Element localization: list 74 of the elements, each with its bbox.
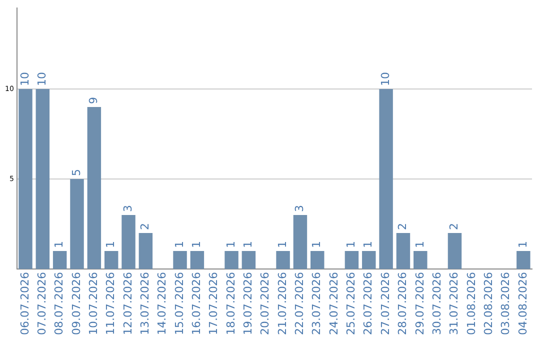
bar — [224, 251, 238, 270]
x-tick-label: 27.07.2026 — [378, 272, 392, 336]
data-label: 1 — [310, 241, 324, 248]
x-tick-label: 24.07.2026 — [327, 272, 340, 336]
data-label: 2 — [138, 223, 152, 230]
data-label: 1 — [104, 241, 118, 248]
bar — [70, 179, 84, 270]
bar — [242, 251, 256, 270]
bar — [87, 107, 102, 270]
x-tick-label: 29.07.2026 — [413, 272, 426, 336]
x-tick-label: 25.07.2026 — [344, 272, 358, 336]
data-label: 1 — [516, 241, 530, 248]
x-tick-label: 23.07.2026 — [310, 272, 324, 336]
x-tick-label: 31.07.2026 — [448, 272, 461, 336]
bar — [104, 251, 118, 270]
x-tick-label: 08.07.2026 — [52, 272, 66, 336]
data-label: 1 — [413, 241, 426, 248]
data-label: 1 — [242, 241, 255, 248]
bar — [362, 251, 376, 270]
bar — [276, 251, 290, 270]
x-tick-label: 21.07.2026 — [276, 272, 289, 336]
x-tick-label: 26.07.2026 — [362, 272, 375, 336]
x-tick-label: 18.07.2026 — [224, 272, 238, 336]
bar — [173, 251, 187, 270]
x-tick-label: 22.07.2026 — [293, 272, 306, 336]
data-label: 3 — [121, 205, 134, 212]
x-tick-label: 04.08.2026 — [516, 272, 530, 336]
data-label: 1 — [172, 241, 186, 248]
data-label: 2 — [448, 223, 461, 230]
bar — [138, 233, 153, 270]
data-label: 1 — [190, 241, 204, 248]
data-label: 1 — [362, 241, 375, 248]
x-tick-label: 15.07.2026 — [172, 272, 186, 336]
data-label: 2 — [396, 223, 410, 230]
x-tick-label: 12.07.2026 — [121, 272, 134, 336]
bar — [52, 251, 67, 270]
x-tick-label: 13.07.2026 — [138, 272, 152, 336]
bar — [293, 215, 308, 270]
x-tick-label: 14.07.2026 — [156, 272, 169, 336]
bar — [396, 233, 410, 270]
x-tick-label: 19.07.2026 — [242, 272, 255, 336]
x-tick-label: 09.07.2026 — [70, 272, 83, 336]
data-label: 1 — [276, 241, 289, 248]
x-tick-label: 01.08.2026 — [464, 272, 478, 336]
bar — [379, 89, 393, 270]
x-tick-label: 11.07.2026 — [104, 272, 118, 336]
data-label: 3 — [293, 205, 306, 212]
data-label: 9 — [87, 97, 100, 104]
x-tick-label: 07.07.2026 — [36, 272, 49, 336]
x-tick-label: 06.07.2026 — [18, 272, 32, 336]
data-label: 1 — [344, 241, 358, 248]
x-tick-label: 10.07.2026 — [87, 272, 100, 336]
bar — [448, 233, 462, 270]
data-label: 10 — [18, 72, 32, 86]
bar — [36, 89, 50, 270]
x-tick-label: 02.08.2026 — [482, 272, 495, 336]
bar — [414, 251, 428, 270]
data-label: 1 — [52, 241, 66, 248]
bar — [122, 215, 136, 270]
x-tick-label: 03.08.2026 — [499, 272, 512, 336]
data-label: 10 — [378, 72, 392, 86]
bar — [310, 251, 324, 270]
x-tick-label: 17.07.2026 — [207, 272, 220, 336]
bar — [190, 251, 204, 270]
bar — [516, 251, 530, 270]
data-label: 5 — [70, 169, 83, 176]
data-label: 1 — [224, 241, 238, 248]
bar — [18, 89, 32, 270]
x-tick-label: 20.07.2026 — [258, 272, 272, 336]
bar — [344, 251, 359, 270]
data-label: 10 — [36, 72, 49, 86]
x-tick-label: 16.07.2026 — [190, 272, 204, 336]
x-tick-label: 30.07.2026 — [430, 272, 444, 336]
x-tick-label: 28.07.2026 — [396, 272, 410, 336]
